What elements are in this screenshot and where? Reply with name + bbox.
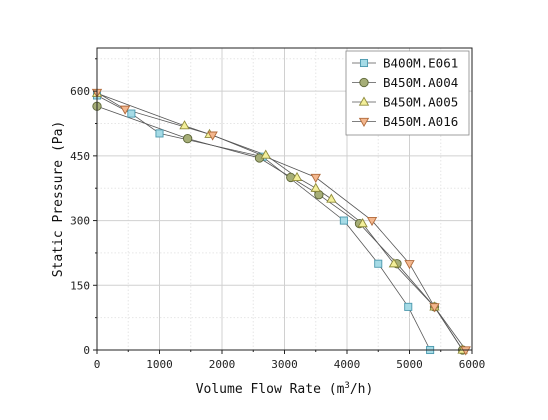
legend-label: B400M.E061 [383, 56, 458, 71]
data-point-series-1 [374, 259, 383, 268]
y-axis-label: Static Pressure (Pa) [51, 121, 66, 278]
y-tick-label: 300 [70, 215, 90, 228]
legend-label: B450M.A004 [383, 75, 458, 90]
data-point-series-1 [127, 109, 136, 118]
data-point-series-4 [119, 105, 131, 115]
series-line-1 [96, 95, 431, 351]
legend: B400M.E061 B450M.A004 B450M.A005 B450M.A016 [345, 50, 470, 136]
x-tick-label: 2000 [209, 358, 236, 371]
legend-marker [359, 77, 369, 88]
data-point-series-3 [388, 258, 400, 268]
data-point-series-3 [310, 182, 321, 192]
x-axis-label-sup: 3 [344, 381, 349, 391]
series-line-4 [96, 92, 467, 351]
x-axis-label: Volume Flow Rate (m3/h) [196, 381, 374, 397]
data-point-series-1 [155, 129, 164, 138]
data-point-series-3 [357, 218, 368, 228]
data-point-series-3 [260, 149, 271, 159]
data-point-series-4 [404, 260, 415, 270]
data-point-series-3 [326, 193, 337, 203]
y-tick-label: 600 [70, 85, 90, 98]
legend-marker [358, 96, 370, 106]
data-point-series-1 [404, 302, 413, 311]
x-axis-label-tail: /h) [350, 382, 373, 397]
data-point-series-4 [460, 346, 471, 356]
axis-ticks: 0 1000 2000 3000 4000 5000 6000 0 150 300 450 600 [70, 58, 486, 371]
y-tick-label: 450 [70, 150, 90, 163]
data-point-series-4 [207, 131, 218, 141]
y-tick-label: 0 [83, 344, 90, 357]
data-point-series-4 [310, 173, 321, 183]
legend-marker [359, 58, 369, 68]
x-tick-label: 3000 [271, 358, 298, 371]
x-tick-label: 5000 [396, 358, 423, 371]
legend-marker [358, 117, 370, 128]
data-point-series-3 [179, 120, 190, 130]
x-tick-label: 4000 [334, 358, 361, 371]
x-tick-label: 1000 [146, 358, 173, 371]
data-point-series-4 [429, 303, 440, 313]
x-axis-label-main: Volume Flow Rate (m [196, 382, 345, 397]
x-tick-label: 6000 [459, 358, 486, 371]
data-point-series-4 [366, 216, 378, 227]
data-point-series-2 [182, 133, 193, 144]
data-point-series-1 [339, 216, 348, 225]
series-line-2 [96, 105, 463, 351]
y-tick-label: 150 [70, 279, 90, 292]
x-tick-label: 0 [94, 358, 101, 371]
data-point-series-3 [291, 171, 303, 182]
legend-label: B450M.A005 [383, 95, 458, 110]
legend-label: B450M.A016 [383, 114, 458, 129]
